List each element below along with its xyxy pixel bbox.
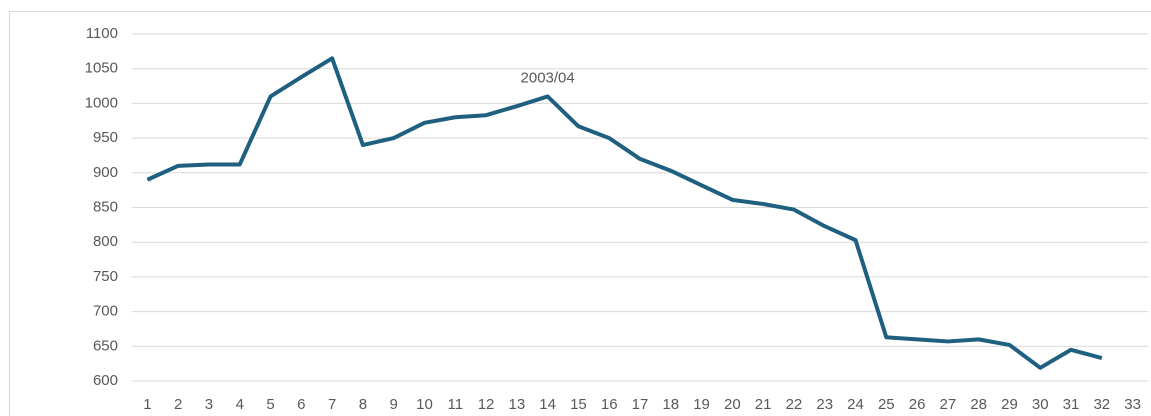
x-tick-label: 23 xyxy=(816,396,833,413)
y-tick-label: 950 xyxy=(93,129,118,146)
y-tick-label: 600 xyxy=(93,372,118,389)
x-tick-label: 1 xyxy=(143,396,151,413)
x-tick-label: 13 xyxy=(509,396,526,413)
x-tick-label: 15 xyxy=(570,396,587,413)
x-tick-label: 14 xyxy=(539,396,556,413)
x-tick-label: 5 xyxy=(266,396,274,413)
x-tick-label: 30 xyxy=(1032,396,1049,413)
x-tick-label: 17 xyxy=(632,396,649,413)
x-tick-label: 28 xyxy=(970,396,987,413)
x-tick-label: 2 xyxy=(174,396,182,413)
x-tick-label: 12 xyxy=(478,396,495,413)
x-tick-label: 29 xyxy=(1001,396,1018,413)
x-tick-label: 31 xyxy=(1063,396,1080,413)
y-tick-label: 850 xyxy=(93,198,118,215)
x-tick-label: 3 xyxy=(205,396,213,413)
x-tick-label: 18 xyxy=(662,396,679,413)
y-tick-label: 1000 xyxy=(85,94,118,111)
x-tick-label: 11 xyxy=(447,396,463,413)
y-tick-label: 750 xyxy=(93,268,118,285)
annotation: 2003/04 xyxy=(521,69,575,86)
x-tick-label: 8 xyxy=(359,396,367,413)
y-tick-label: 1100 xyxy=(86,25,118,42)
y-tick-label: 900 xyxy=(93,164,118,181)
y-tick-label: 700 xyxy=(93,303,118,320)
x-tick-label: 25 xyxy=(878,396,895,413)
x-tick-label: 20 xyxy=(724,396,741,413)
x-tick-label: 19 xyxy=(693,396,710,413)
x-tick-label: 7 xyxy=(328,396,336,413)
x-tick-label: 27 xyxy=(940,396,957,413)
x-tick-label: 21 xyxy=(755,396,772,413)
y-tick-label: 1050 xyxy=(85,60,118,77)
chart-border xyxy=(9,11,1151,416)
y-tick-label: 650 xyxy=(93,337,118,354)
x-tick-label: 22 xyxy=(786,396,803,413)
x-tick-label: 4 xyxy=(236,396,244,413)
line-series xyxy=(146,56,1103,370)
x-tick-label: 10 xyxy=(416,396,433,413)
x-tick-label: 16 xyxy=(601,396,618,413)
y-tick-label: 800 xyxy=(93,233,118,250)
x-tick-label: 9 xyxy=(390,396,398,413)
x-tick-label: 24 xyxy=(847,396,864,413)
x-tick-label: 26 xyxy=(909,396,926,413)
x-tick-label: 33 xyxy=(1124,396,1141,413)
x-tick-label: 6 xyxy=(297,396,305,413)
x-tick-label: 32 xyxy=(1093,396,1110,413)
